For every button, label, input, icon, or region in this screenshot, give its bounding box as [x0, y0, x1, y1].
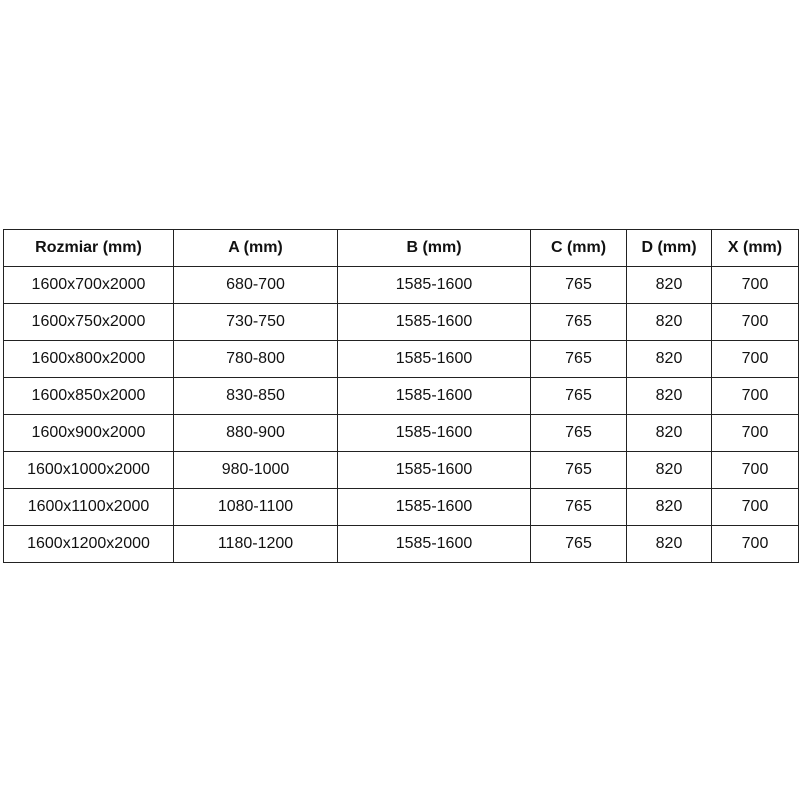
table-row: 1600x850x2000 830-850 1585-1600 765 820 700 [3, 377, 799, 415]
column-header: A (mm) [173, 229, 338, 267]
table-cell: 765 [530, 414, 627, 452]
table-cell: 1600x1100x2000 [3, 488, 174, 526]
table-cell: 830-850 [173, 377, 338, 415]
table-row: 1600x800x2000 780-800 1585-1600 765 820 700 [3, 340, 799, 378]
table-cell: 1600x850x2000 [3, 377, 174, 415]
table-cell: 765 [530, 266, 627, 304]
table-cell: 700 [711, 377, 799, 415]
table-cell: 765 [530, 525, 627, 563]
table-cell: 1585-1600 [337, 303, 531, 341]
table-cell: 1600x700x2000 [3, 266, 174, 304]
table-cell: 1600x900x2000 [3, 414, 174, 452]
table-cell: 980-1000 [173, 451, 338, 489]
table-cell: 880-900 [173, 414, 338, 452]
table-cell: 820 [626, 488, 712, 526]
table-row: 1600x750x2000 730-750 1585-1600 765 820 700 [3, 303, 799, 341]
column-header: X (mm) [711, 229, 799, 267]
table-row: 1600x1000x2000 980-1000 1585-1600 765 820 700 [3, 451, 799, 489]
table-cell: 730-750 [173, 303, 338, 341]
table-cell: 820 [626, 377, 712, 415]
dimensions-table: Rozmiar (mm) A (mm) B (mm) C (mm) D (mm) X (m… [3, 229, 799, 563]
table-cell: 765 [530, 451, 627, 489]
table-row: 1600x1100x2000 1080-1100 1585-1600 765 820 70… [3, 488, 799, 526]
table-cell: 765 [530, 303, 627, 341]
column-header: Rozmiar (mm) [3, 229, 174, 267]
table-cell: 700 [711, 303, 799, 341]
table-row: 1600x700x2000 680-700 1585-1600 765 820 700 [3, 266, 799, 304]
table-cell: 1585-1600 [337, 451, 531, 489]
table-cell: 680-700 [173, 266, 338, 304]
table-cell: 1585-1600 [337, 525, 531, 563]
table-cell: 780-800 [173, 340, 338, 378]
table-cell: 1600x800x2000 [3, 340, 174, 378]
table-cell: 820 [626, 266, 712, 304]
table-cell: 1585-1600 [337, 488, 531, 526]
table-cell: 700 [711, 266, 799, 304]
column-header: C (mm) [530, 229, 627, 267]
table-cell: 1585-1600 [337, 266, 531, 304]
table-cell: 765 [530, 488, 627, 526]
table-row: 1600x900x2000 880-900 1585-1600 765 820 700 [3, 414, 799, 452]
table-cell: 700 [711, 340, 799, 378]
table-cell: 820 [626, 414, 712, 452]
column-header: D (mm) [626, 229, 712, 267]
table-cell: 1600x1000x2000 [3, 451, 174, 489]
table-cell: 700 [711, 525, 799, 563]
table-cell: 765 [530, 377, 627, 415]
table-cell: 820 [626, 303, 712, 341]
table-cell: 700 [711, 488, 799, 526]
table-cell: 820 [626, 525, 712, 563]
table-cell: 700 [711, 414, 799, 452]
table-cell: 820 [626, 340, 712, 378]
table-row: 1600x1200x2000 1180-1200 1585-1600 765 820 70… [3, 525, 799, 563]
table-cell: 1180-1200 [173, 525, 338, 563]
table-cell: 1600x1200x2000 [3, 525, 174, 563]
table-cell: 765 [530, 340, 627, 378]
column-header: B (mm) [337, 229, 531, 267]
header-row: Rozmiar (mm) A (mm) B (mm) C (mm) D (mm) X (m… [3, 229, 799, 267]
table-cell: 1080-1100 [173, 488, 338, 526]
table-cell: 1585-1600 [337, 340, 531, 378]
table-cell: 700 [711, 451, 799, 489]
table-cell: 820 [626, 451, 712, 489]
table-cell: 1585-1600 [337, 377, 531, 415]
table-cell: 1600x750x2000 [3, 303, 174, 341]
table-cell: 1585-1600 [337, 414, 531, 452]
